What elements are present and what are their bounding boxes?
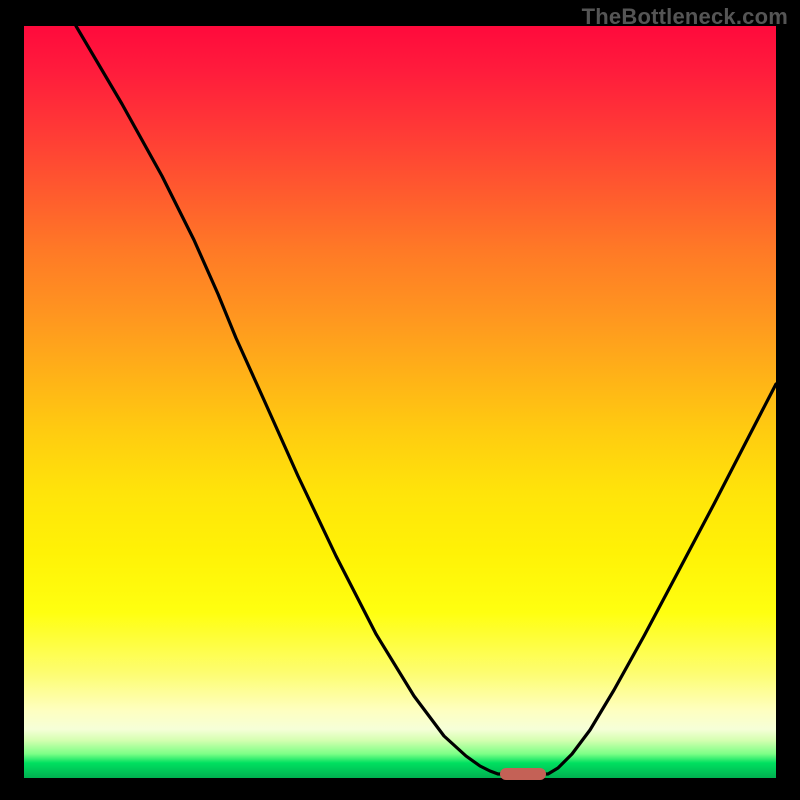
optimal-marker	[500, 768, 546, 780]
plot-area	[24, 26, 776, 778]
bottleneck-curve	[24, 26, 776, 778]
chart-frame: TheBottleneck.com	[0, 0, 800, 800]
watermark-text: TheBottleneck.com	[582, 4, 788, 30]
